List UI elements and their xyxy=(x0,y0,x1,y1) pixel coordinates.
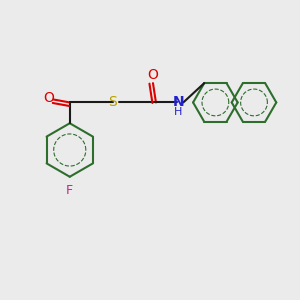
Text: O: O xyxy=(44,91,54,105)
Text: S: S xyxy=(109,95,117,110)
Text: N: N xyxy=(172,95,184,109)
Text: H: H xyxy=(174,107,182,117)
Text: F: F xyxy=(66,184,73,197)
Text: O: O xyxy=(147,68,158,82)
